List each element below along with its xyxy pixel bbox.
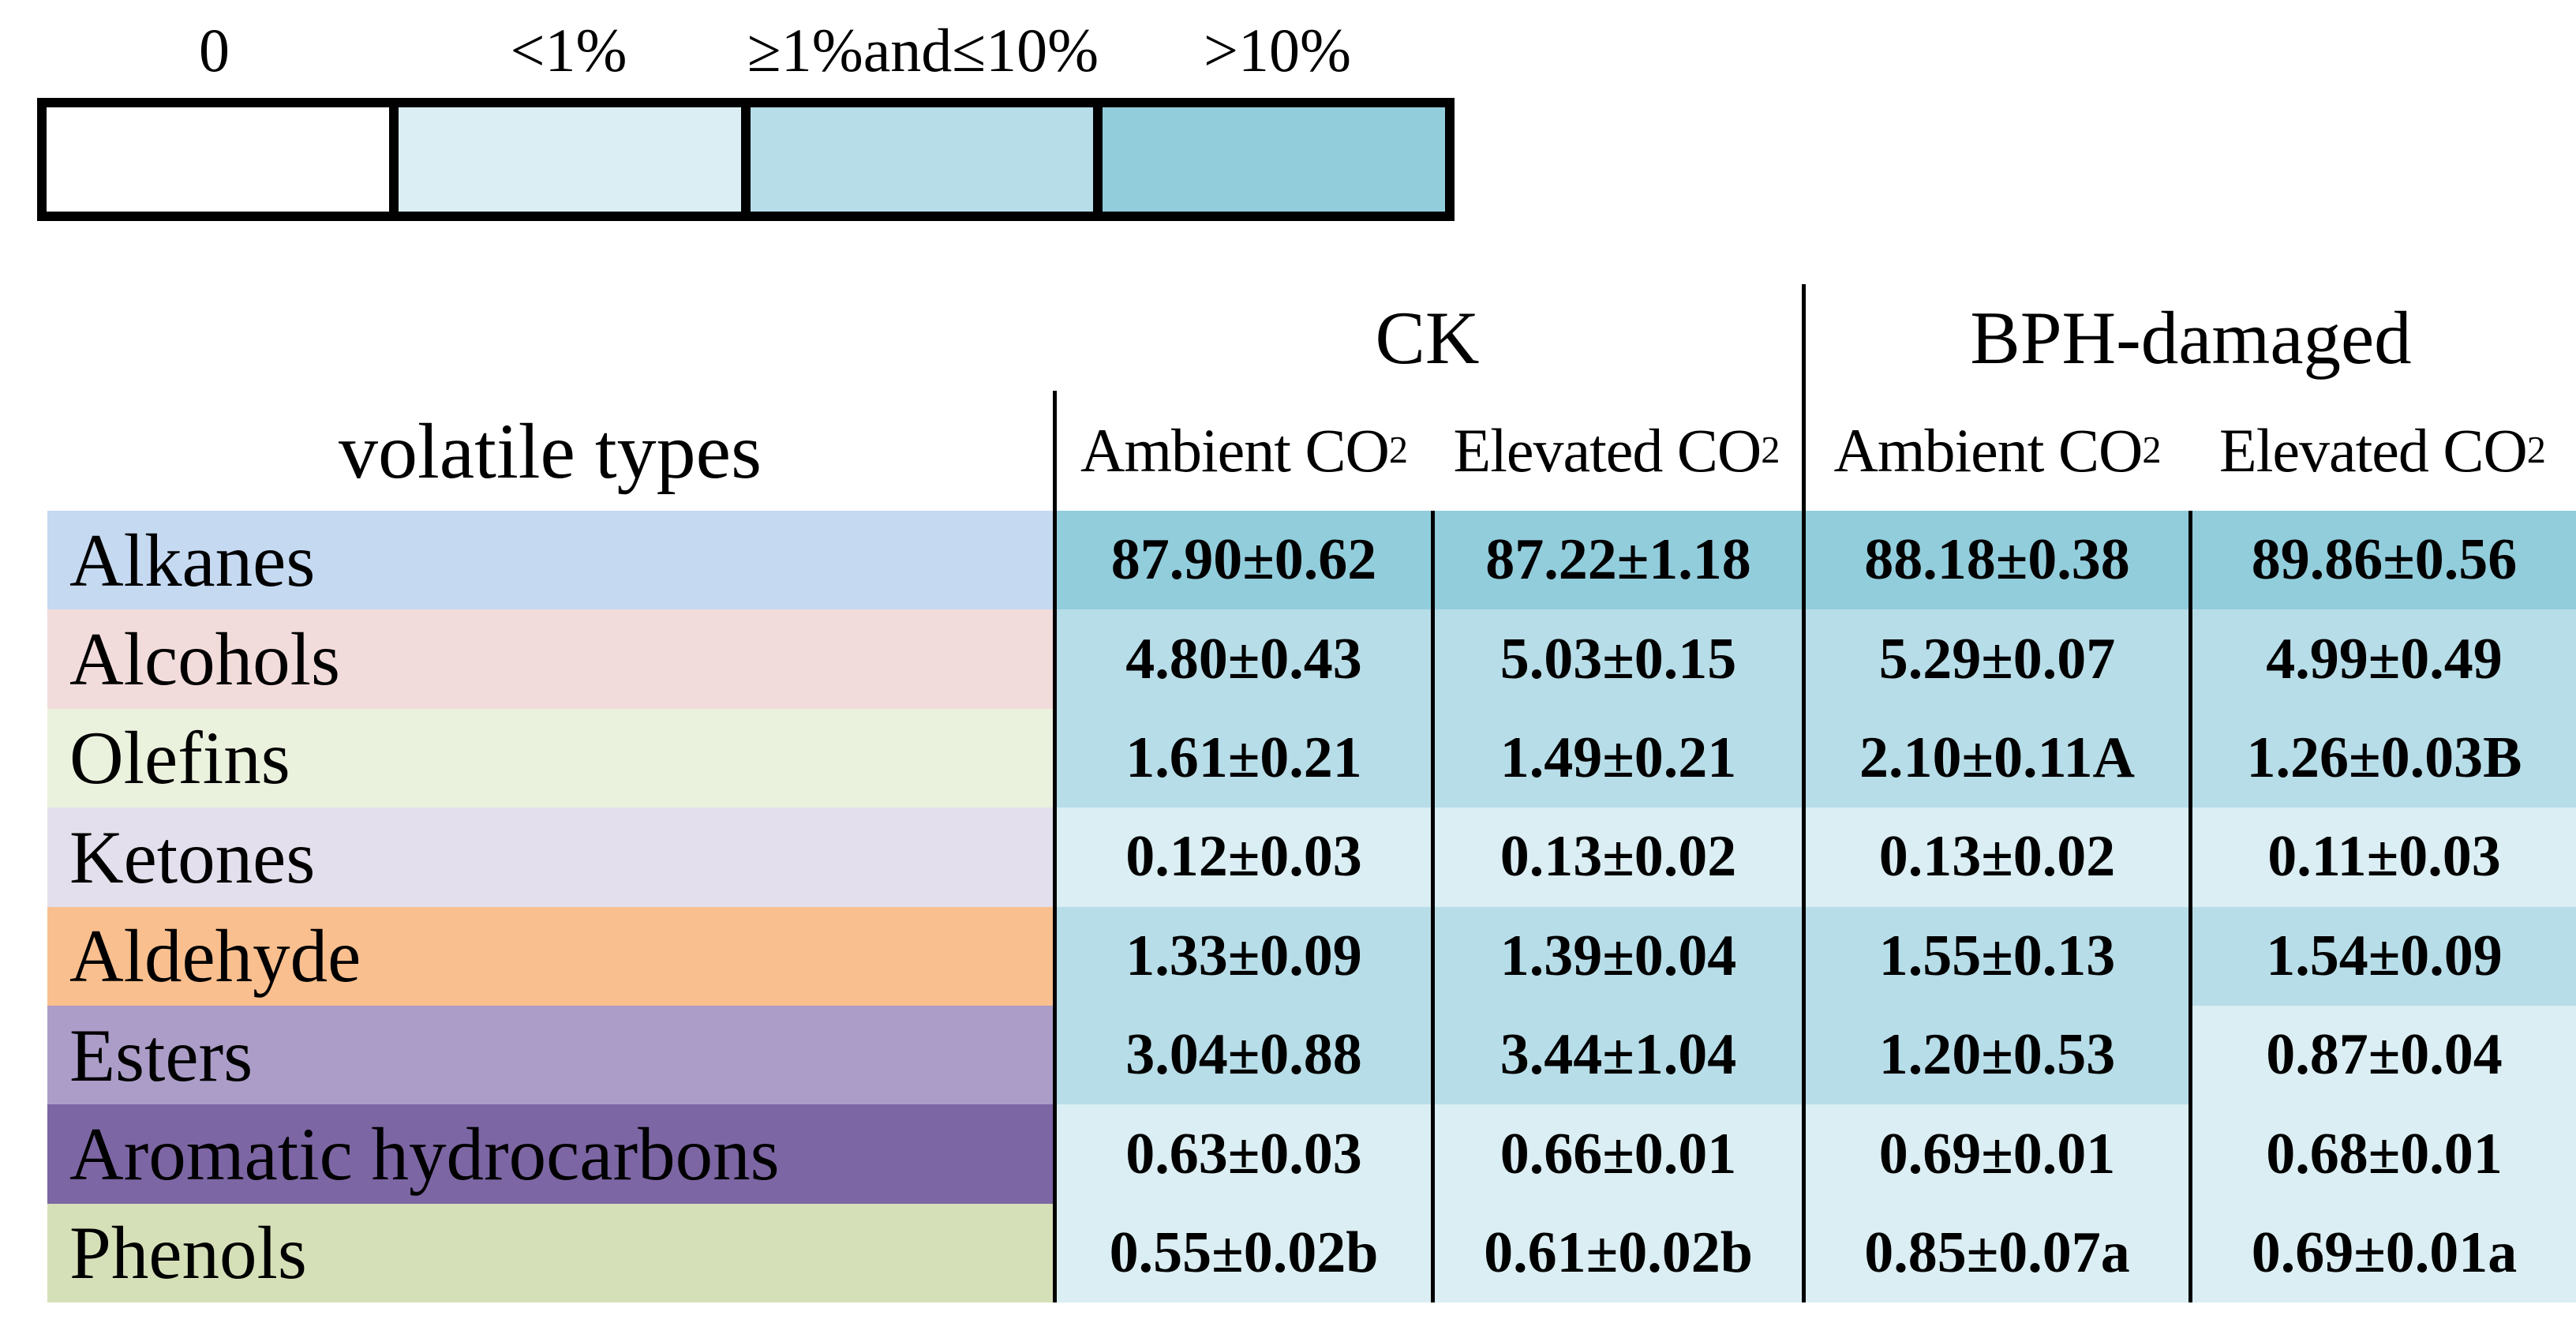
value-cell: 0.55±0.02b <box>1053 1203 1431 1303</box>
col-header-text: Ambient CO <box>1080 416 1390 485</box>
row-label-ketones: Ketones <box>47 808 1053 907</box>
value-cell: 88.18±0.38 <box>1802 511 2188 610</box>
value-cell: 1.49±0.21 <box>1431 708 1802 808</box>
row-label-aldehyde: Aldehyde <box>47 906 1053 1006</box>
corner-header-volatile-types: volatile types <box>339 407 762 495</box>
col-header-bph-elevated-co2: Elevated CO 2 <box>2219 416 2546 485</box>
value-cell: 1.26±0.03B <box>2188 708 2576 808</box>
value-cell: 1.20±0.53 <box>1802 1005 2188 1105</box>
value-cell: 2.10±0.11A <box>1802 708 2188 808</box>
legend-swatch-lt1 <box>389 107 741 212</box>
value-cell: 1.33±0.09 <box>1053 906 1431 1006</box>
value-cell: 0.66±0.01 <box>1431 1104 1802 1204</box>
col-header-bph-ambient-co2: Ambient CO 2 <box>1802 391 2188 511</box>
legend-swatch-gt10 <box>1093 107 1445 212</box>
value-cell: 1.39±0.04 <box>1431 906 1802 1006</box>
value-cell: 0.13±0.02 <box>1802 808 2188 907</box>
col-header-ck-elevated-co2: Elevated CO 2 <box>1453 416 1780 485</box>
col-header-ck-ambient-co2: Ambient CO 2 <box>1053 391 1431 511</box>
color-scale-bar <box>37 98 1455 221</box>
row-label-aromatic-hydrocarbons: Aromatic hydrocarbons <box>47 1104 1053 1204</box>
value-cell: 0.68±0.01 <box>2188 1104 2576 1204</box>
value-cell: 0.63±0.03 <box>1053 1104 1431 1204</box>
volatile-types-table: CK BPH-damaged volatile types Ambient CO… <box>47 284 2576 1303</box>
col-header-text: Elevated CO <box>2219 416 2528 485</box>
value-cell: 87.90±0.62 <box>1053 511 1431 610</box>
value-cell: 4.99±0.49 <box>2188 609 2576 709</box>
value-cell: 0.13±0.02 <box>1431 808 1802 907</box>
value-cell: 0.11±0.03 <box>2188 808 2576 907</box>
legend-labels: 0 <1% ≥1%and≤10% >10% <box>37 11 1455 90</box>
value-cell: 87.22±1.18 <box>1431 511 1802 610</box>
value-cell: 3.04±0.88 <box>1053 1005 1431 1105</box>
legend-label-zero: 0 <box>199 16 230 84</box>
value-cell: 0.69±0.01 <box>1802 1104 2188 1204</box>
legend-swatch-zero <box>47 107 389 212</box>
group-header-spacer <box>47 284 1053 391</box>
value-cell: 4.80±0.43 <box>1053 609 1431 709</box>
row-label-esters: Esters <box>47 1005 1053 1105</box>
value-cell: 89.86±0.56 <box>2188 511 2576 610</box>
value-cell: 1.55±0.13 <box>1802 906 2188 1006</box>
value-cell: 0.85±0.07a <box>1802 1203 2188 1303</box>
value-cell: 1.61±0.21 <box>1053 708 1431 808</box>
value-cell: 0.87±0.04 <box>2188 1005 2576 1105</box>
value-cell: 1.54±0.09 <box>2188 906 2576 1006</box>
legend-swatch-1to10 <box>741 107 1093 212</box>
group-header-ck: CK <box>1375 295 1480 380</box>
row-label-olefins: Olefins <box>47 708 1053 808</box>
value-cell: 0.61±0.02b <box>1431 1203 1802 1303</box>
value-cell: 5.03±0.15 <box>1431 609 1802 709</box>
group-header-bph-damaged: BPH-damaged <box>1802 284 2576 391</box>
col-header-text: Elevated CO <box>1453 416 1762 485</box>
col-header-text: Ambient CO <box>1833 416 2143 485</box>
row-label-alkanes: Alkanes <box>47 511 1053 610</box>
legend-label-1to10: ≥1%and≤10% <box>747 16 1099 84</box>
value-cell: 0.69±0.01a <box>2188 1203 2576 1303</box>
value-cell: 0.12±0.03 <box>1053 808 1431 907</box>
legend-label-gt10: >10% <box>1204 16 1351 84</box>
row-label-alcohols: Alcohols <box>47 609 1053 709</box>
legend-label-lt1: <1% <box>510 16 627 84</box>
row-label-phenols: Phenols <box>47 1203 1053 1303</box>
value-cell: 3.44±1.04 <box>1431 1005 1802 1105</box>
value-cell: 5.29±0.07 <box>1802 609 2188 709</box>
